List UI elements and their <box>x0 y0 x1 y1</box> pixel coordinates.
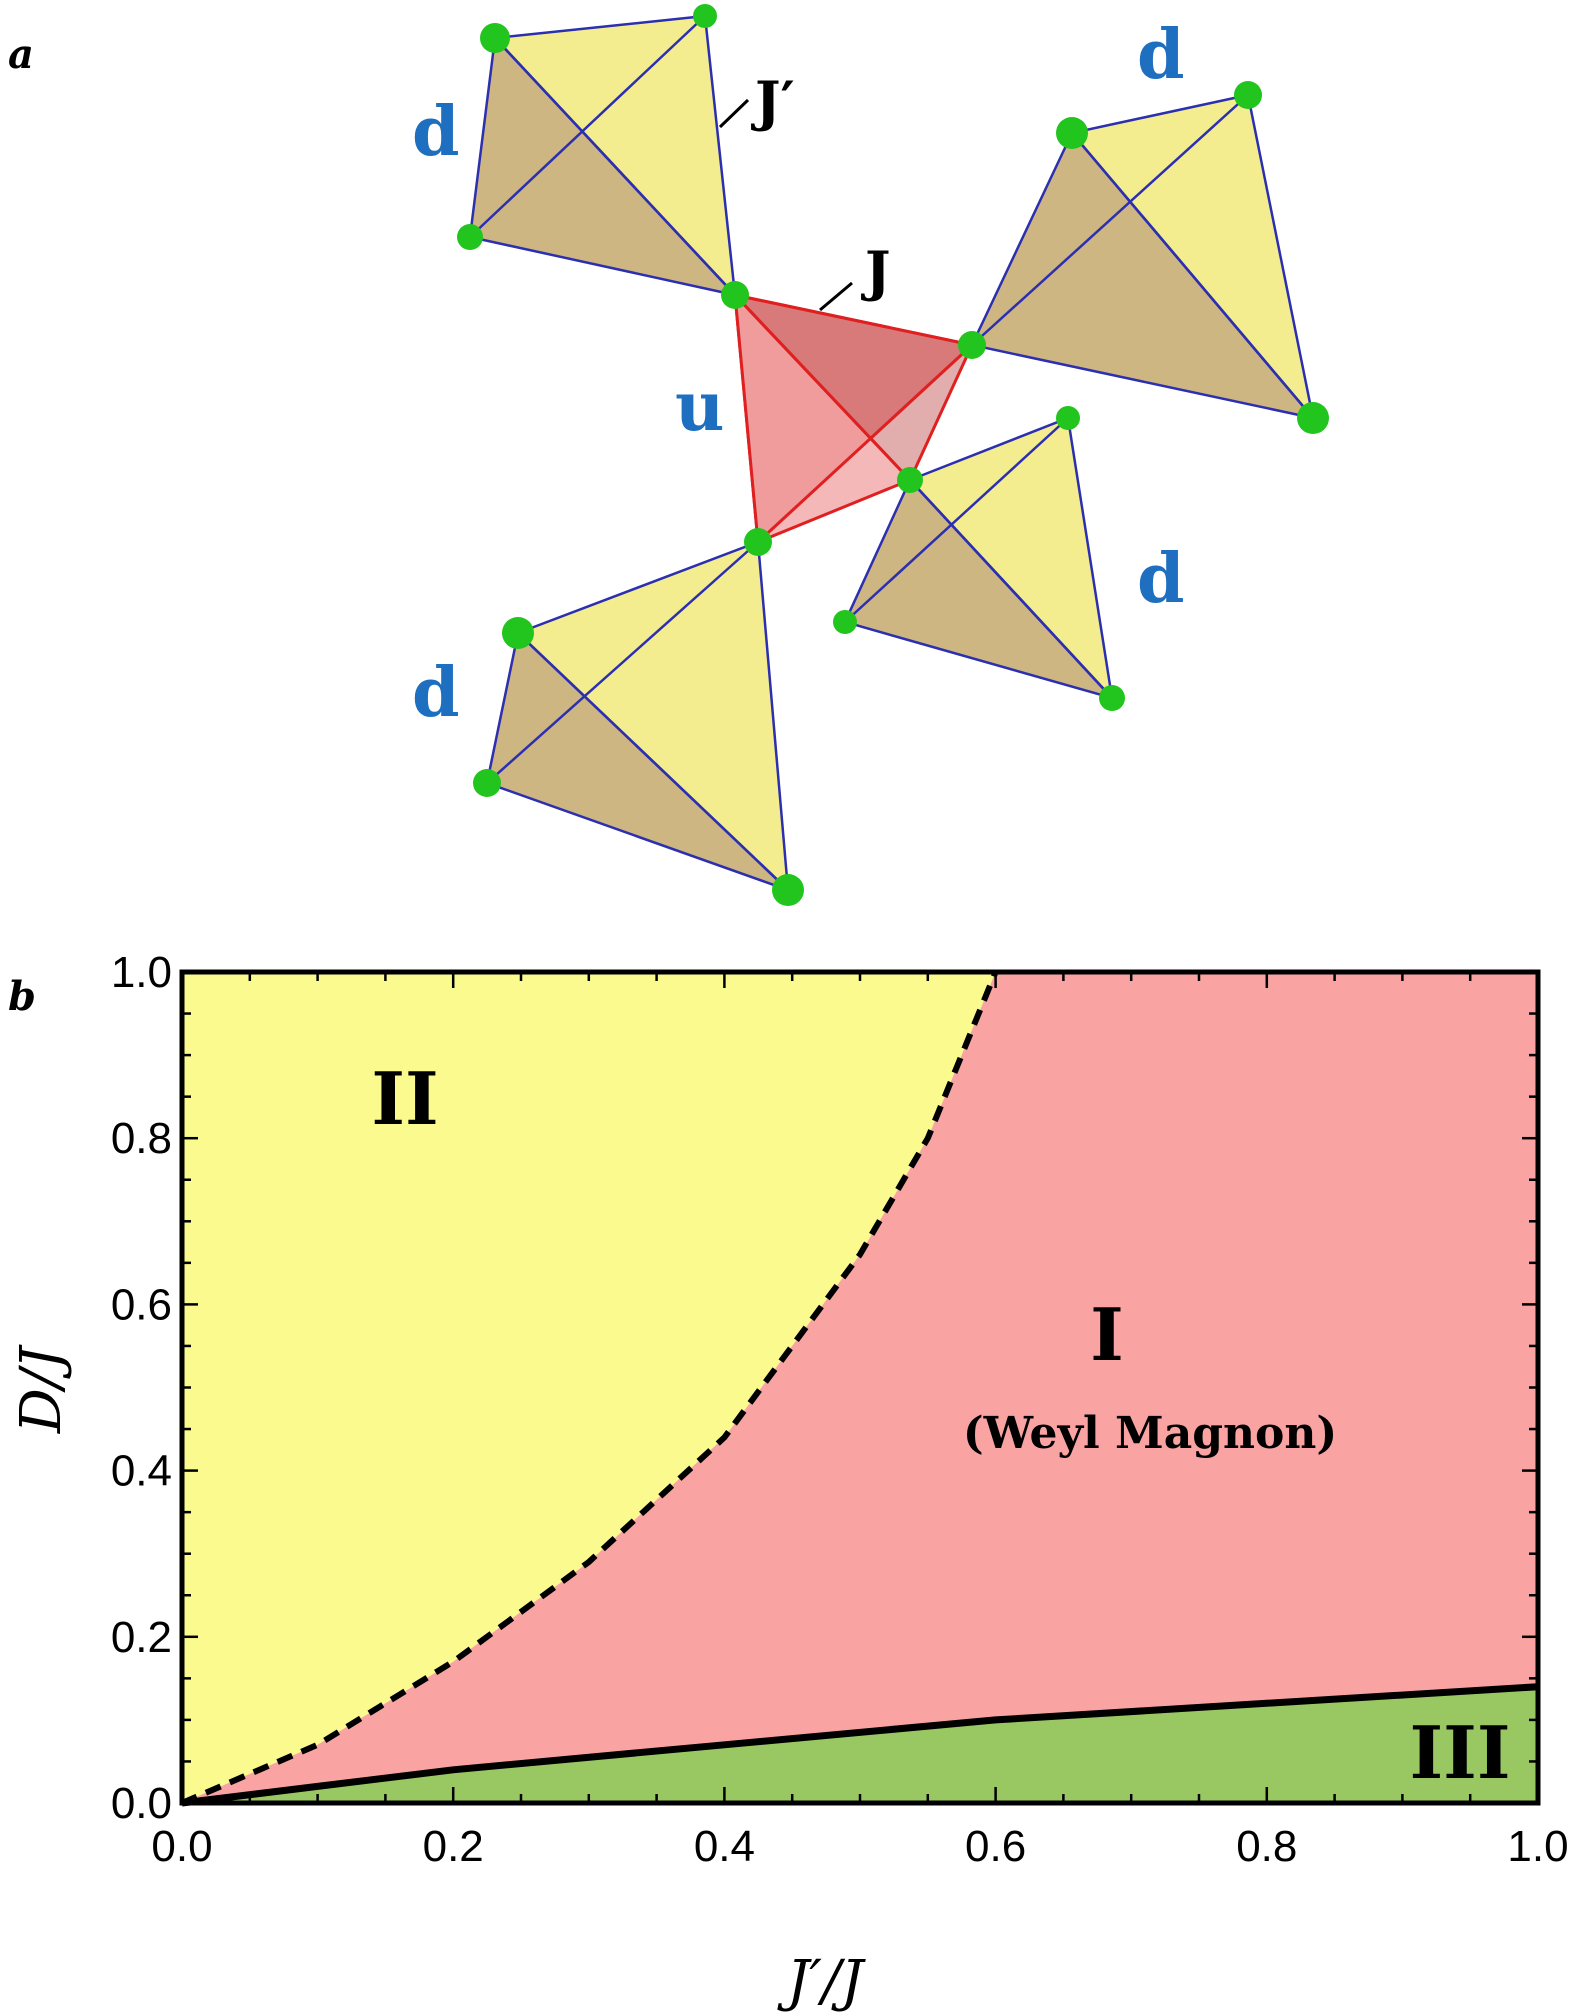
x-tick-label: 0.0 <box>151 1822 212 1871</box>
down-label-bottom-left: d <box>412 653 460 733</box>
y-tick-label: 1.0 <box>111 948 172 997</box>
spin-site <box>1056 117 1088 149</box>
spin-site <box>473 769 501 797</box>
jprime-pointer <box>718 98 750 129</box>
spin-site <box>1234 81 1262 109</box>
boundary-solid-line <box>181 1683 1539 1807</box>
region-II-area <box>182 972 996 1803</box>
spin-site <box>772 874 804 906</box>
spin-site <box>1297 402 1329 434</box>
x-tick-label: 0.6 <box>965 1822 1026 1871</box>
spin-site <box>721 281 749 309</box>
phase-diagram: 0.0 0.2 0.4 0.6 0.8 1.00.00.20.40.60.81.0 II … <box>9 948 1569 2014</box>
down-tetrahedron-bottom-left <box>485 540 790 894</box>
y-tick-label: 0.2 <box>111 1613 172 1662</box>
spin-site <box>744 528 772 556</box>
spin-site <box>958 331 986 359</box>
x-tick-label: 0.8 <box>1236 1822 1297 1871</box>
spin-site <box>457 224 483 250</box>
x-axis-title: J′/J <box>777 1949 867 2014</box>
spin-site <box>502 617 534 649</box>
spin-site <box>1099 685 1125 711</box>
down-label-top-right: d <box>1137 15 1185 95</box>
y-tick-label: 0.6 <box>111 1280 172 1329</box>
j-pointer <box>819 281 853 312</box>
panel-a-label: a <box>8 31 34 78</box>
down-tetrahedron-top-right <box>970 93 1317 420</box>
down-label-top-left: d <box>412 92 460 172</box>
down-label-bottom-right: d <box>1137 539 1185 619</box>
spin-site <box>1056 406 1080 430</box>
bond-label-j: J <box>861 239 891 303</box>
down-tetrahedron-top-left <box>468 14 739 299</box>
y-tick-label: 0.0 <box>111 1779 172 1828</box>
lattice-sites <box>457 4 1329 906</box>
y-tick-label: 0.8 <box>111 1114 172 1163</box>
panel-b: b 0.0 0.2 0.4 0.6 0.8 1.0 0.0 0.2 0.4 0.6 0.8 1.0 I… <box>8 948 1569 2014</box>
spin-site <box>897 467 923 493</box>
y-tick-label: 0.4 <box>111 1447 172 1496</box>
bond-label-jprime: J′ <box>751 69 795 133</box>
panel-b-label: b <box>8 973 36 1020</box>
region-I-label: I <box>1090 1292 1124 1377</box>
axis-ticks <box>180 970 1540 1805</box>
up-label: u <box>675 367 724 447</box>
down-tetrahedron-bottom-right <box>843 416 1116 702</box>
region-III-area <box>182 1686 1538 1803</box>
x-tick-label: 1.0 <box>1507 1822 1568 1871</box>
spin-site <box>480 23 510 53</box>
spin-site <box>833 610 857 634</box>
region-III-label: III <box>1409 1710 1510 1795</box>
region-I-area <box>182 972 1538 1803</box>
spin-site <box>693 4 717 28</box>
x-tick-label: 0.4 <box>694 1822 755 1871</box>
up-tetrahedron <box>730 290 976 546</box>
boundary-dashed-line <box>180 970 999 1806</box>
region-II-label: II <box>371 1056 438 1141</box>
axis-tick-labels: 0.0 0.2 0.4 0.6 0.8 1.0 0.0 0.2 0.4 0.6 0.8 1.0 <box>111 948 1569 1871</box>
panel-a: a <box>8 4 1329 906</box>
y-axis-title: D/J <box>9 1343 74 1434</box>
region-I-sublabel: (Weyl Magnon) <box>963 1408 1337 1459</box>
x-tick-label: 0.2 <box>423 1822 484 1871</box>
